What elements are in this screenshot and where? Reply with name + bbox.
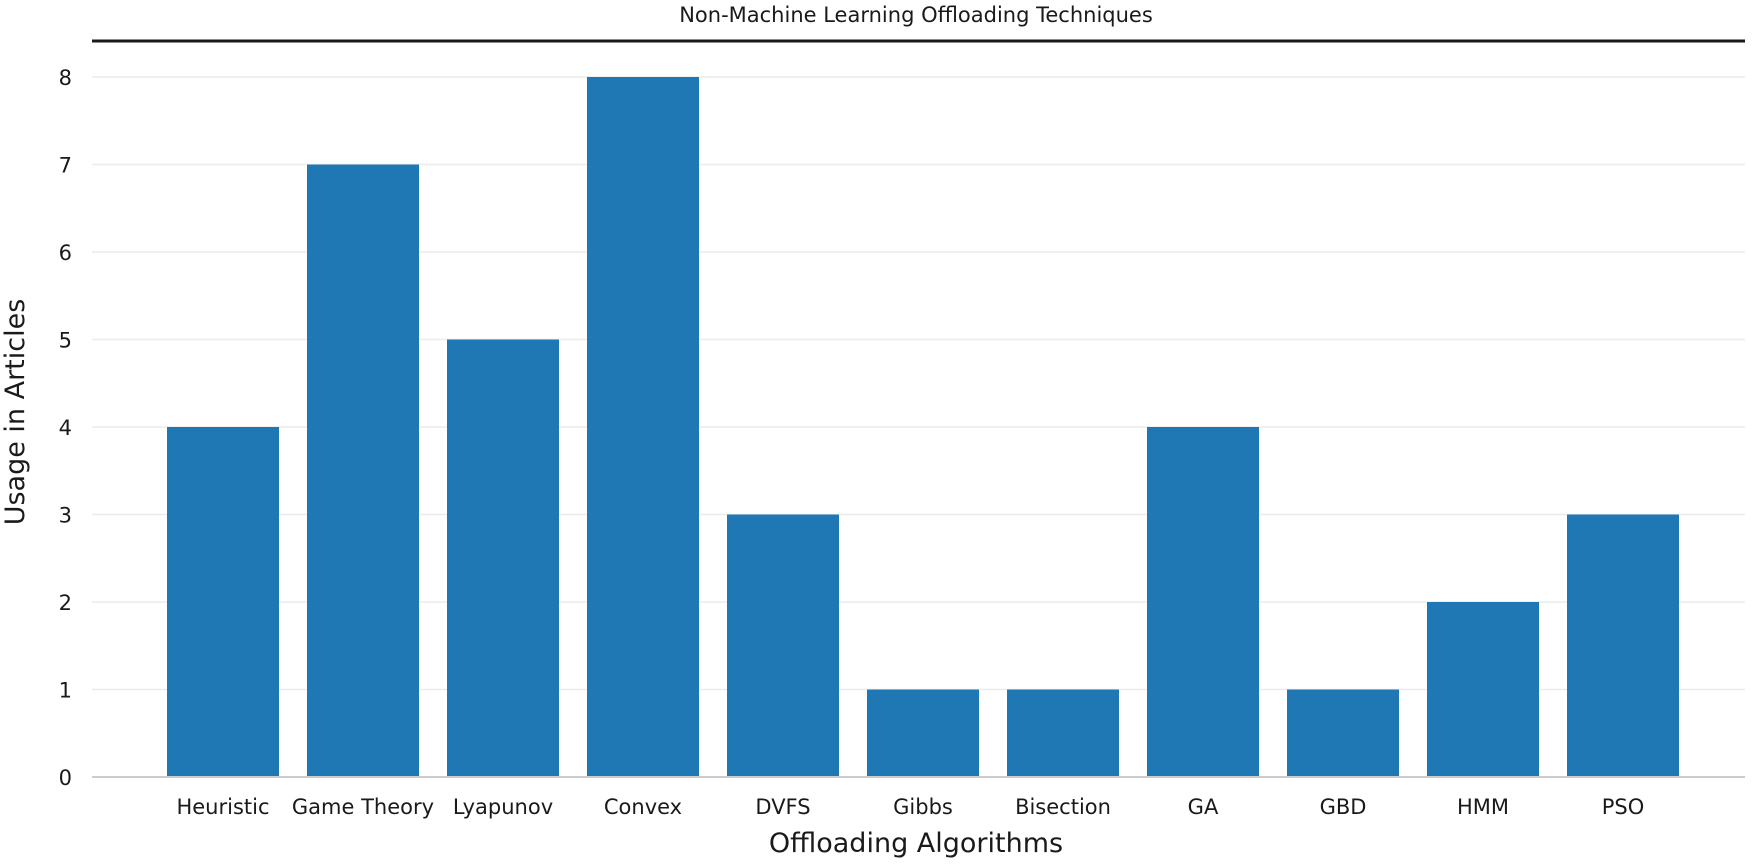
bar [307,164,419,777]
x-tick-label: GBD [1320,795,1367,819]
bar [167,427,279,777]
x-tick-label: Game Theory [292,795,434,819]
x-tick-labels: Heuristic Game Theory Lyapunov Convex DVFS Gi… [176,795,1644,819]
x-tick-label: Lyapunov [453,795,553,819]
x-tick-label: HMM [1457,795,1509,819]
y-tick-label: 6 [59,241,72,265]
x-axis-title: Offloading Algorithms [769,828,1063,859]
x-tick-label: GA [1188,795,1219,819]
bar [587,77,699,777]
y-tick-label: 7 [59,154,72,178]
bar [1147,427,1259,777]
x-tick-label: Heuristic [176,795,269,819]
bar [867,689,979,777]
bar [1427,602,1539,777]
x-tick-label: PSO [1602,795,1645,819]
y-tick-label: 8 [59,66,72,90]
x-tick-label: Convex [604,795,682,819]
bars [167,77,1679,777]
y-tick-label: 2 [59,591,72,615]
y-tick-label: 3 [59,504,72,528]
y-tick-label: 1 [59,679,72,703]
bar [727,514,839,777]
bar [447,339,559,777]
y-tick-labels: 0 1 2 3 4 5 6 7 8 [59,66,72,790]
bar [1287,689,1399,777]
bar [1007,689,1119,777]
bar [1567,514,1679,777]
y-tick-label: 5 [59,329,72,353]
y-axis-title: Usage in Articles [0,299,31,526]
x-tick-label: Bisection [1015,795,1111,819]
x-tick-label: Gibbs [893,795,953,819]
x-tick-label: DVFS [755,795,810,819]
chart-title: Non-Machine Learning Offloading Techniqu… [679,3,1153,27]
y-tick-label: 0 [59,766,72,790]
y-tick-label: 4 [59,416,72,440]
